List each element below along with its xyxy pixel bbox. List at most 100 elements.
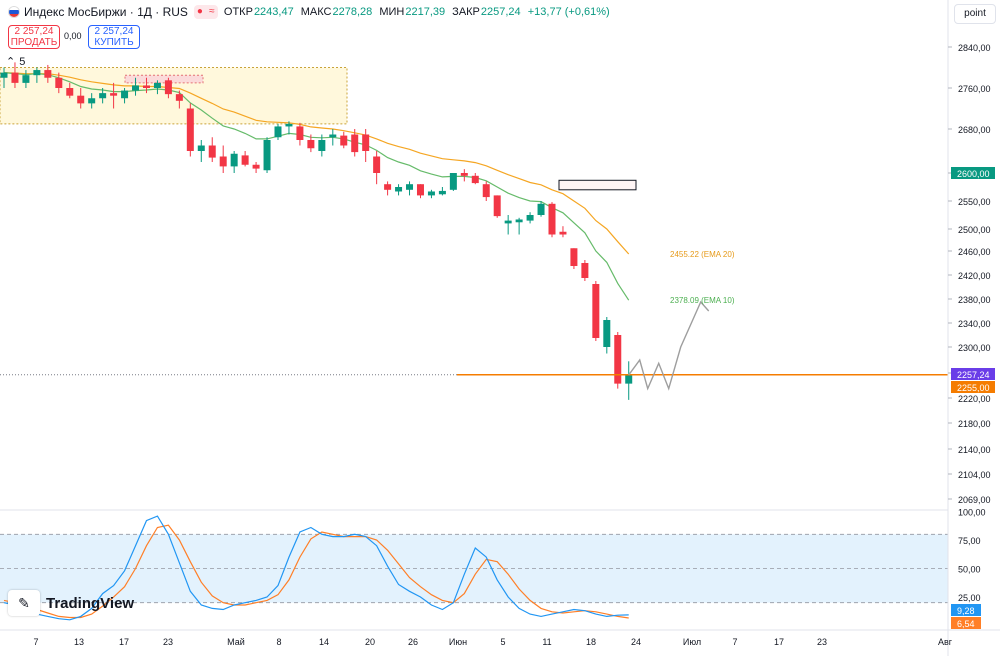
candle-up: [132, 85, 140, 91]
sell-label: ПРОДАТЬ: [10, 37, 58, 48]
candle-down: [11, 72, 19, 83]
ohlc-values: ОТКР2243,47 МАКС2278,28 МИН2217,39 ЗАКР2…: [224, 6, 614, 18]
time-tick-label: 11: [542, 637, 551, 647]
low-value: 2217,39: [405, 6, 446, 18]
candle-up: [0, 72, 8, 78]
candle-down: [66, 88, 74, 96]
price-tick-label: 2500,00: [958, 225, 991, 235]
candle-up: [603, 320, 611, 347]
close-label: ЗАКР: [452, 6, 480, 18]
stoch-k-line: [3, 515, 629, 621]
status-pills[interactable]: ● ≈: [193, 5, 218, 19]
close-value: 2257,24: [480, 6, 521, 18]
candle-down: [482, 184, 490, 198]
candle-up: [99, 93, 107, 99]
candle-up: [121, 90, 129, 99]
price-tick-label: 2300,00: [958, 343, 991, 353]
candle-down: [307, 140, 315, 149]
candle-up: [438, 190, 446, 195]
stoch-k-badge-bg: [951, 604, 981, 616]
stoch-k-badge: 9,28: [957, 606, 975, 616]
candle-down: [559, 231, 567, 235]
ema-lines: [3, 72, 630, 301]
current-price-badge-bg: [951, 368, 995, 380]
candle-down: [614, 335, 622, 384]
price-tick-label: 2180,00: [958, 419, 991, 429]
candle-up: [285, 123, 293, 127]
oscillator-tick-label: 75,00: [958, 536, 981, 546]
high-label: МАКС: [300, 6, 332, 18]
time-tick-label: Июл: [683, 637, 701, 647]
current-price-badge: 2257,24: [957, 370, 990, 380]
candle-down: [592, 284, 600, 338]
price-tick-label: 2340,00: [958, 319, 991, 329]
candle-up: [197, 145, 205, 151]
time-tick-label: 7: [732, 637, 737, 647]
sell-button[interactable]: 2 257,24 ПРОДАТЬ: [8, 25, 60, 49]
time-tick-label: 17: [119, 637, 129, 647]
logo-text: TradingView: [46, 594, 135, 612]
price-tick-label: 2140,00: [958, 445, 991, 455]
symbol-title[interactable]: Индекс МосБиржи · 1Д · RUS: [24, 5, 188, 19]
indicators-collapse[interactable]: ⌃ 5: [6, 55, 26, 69]
candles: [0, 62, 633, 400]
oscillator-tick-label: 25,00: [958, 593, 981, 603]
delayed-data-icon[interactable]: ≈: [205, 5, 218, 19]
candle-down: [416, 184, 424, 196]
time-tick-label: 20: [365, 637, 375, 647]
candle-down: [208, 145, 216, 158]
chart-header: Индекс МосБиржи · 1Д · RUS ● ≈ ОТКР2243,…: [8, 5, 614, 19]
candle-down: [581, 263, 589, 278]
price-tick-label: 2760,00: [958, 84, 991, 94]
buy-button[interactable]: 2 257,24 КУПИТЬ: [88, 25, 140, 49]
time-tick-label: Май: [227, 637, 245, 647]
candle-down: [460, 173, 468, 176]
price-tick-label: 2460,00: [958, 247, 991, 257]
candle-up: [427, 191, 435, 196]
candle-down: [362, 134, 370, 151]
supply-zone: [558, 179, 637, 191]
candle-up: [515, 219, 523, 223]
candle-up: [263, 140, 271, 171]
high-value: 2278,28: [332, 6, 373, 18]
oscillator-tick-label: 100,00: [958, 508, 986, 518]
candle-up: [274, 126, 282, 138]
sell-price: 2 257,24: [14, 26, 54, 37]
candle-down: [296, 126, 304, 140]
time-tick-label: 17: [774, 637, 784, 647]
tradingview-logo[interactable]: ✎ TradingView: [8, 590, 134, 616]
open-value: 2243,47: [253, 6, 294, 18]
candle-up: [625, 374, 633, 384]
point-button[interactable]: point: [954, 4, 996, 24]
candle-up: [526, 215, 534, 221]
time-tick-label: Июн: [449, 637, 467, 647]
price-axis[interactable]: 2840,00 2760,00 2680,00 2600,00 2550,00 2500,…: [947, 0, 995, 656]
candle-down: [373, 156, 381, 173]
market-closed-icon[interactable]: ●: [193, 5, 206, 19]
candle-up: [33, 70, 41, 76]
candle-down: [44, 70, 52, 78]
price-tick-label: 2680,00: [958, 125, 991, 135]
russia-flag-icon: [8, 6, 20, 18]
pencil-icon[interactable]: ✎: [8, 590, 40, 616]
ema10-label: 2378.09 (EMA 10): [670, 296, 735, 305]
candle-up: [406, 184, 414, 190]
oscillator-tick-label: 50,00: [958, 565, 981, 575]
candle-up: [22, 75, 30, 83]
stoch-d-line: [3, 524, 629, 619]
time-axis[interactable]: 7 13 17 23 Май 8 14 20 26 Июн 5 11 18 24 Июл 7 17 23 Авг: [33, 637, 952, 647]
low-label: МИН: [379, 6, 405, 18]
candle-down: [493, 195, 501, 217]
candle-up: [449, 173, 457, 190]
price-tick-label: 2069,00: [958, 495, 991, 505]
change-value: +13,77 (+0,61%): [527, 6, 610, 18]
time-tick-label: 5: [500, 637, 505, 647]
time-tick-label: 14: [319, 637, 329, 647]
indicators-count: 5: [19, 55, 26, 68]
price-tick-label: 2380,00: [958, 295, 991, 305]
candle-down: [351, 134, 359, 153]
time-tick-label: 24: [631, 637, 641, 647]
price-tick-label: 2220,00: [958, 394, 991, 404]
oscillator-band: [0, 534, 948, 603]
